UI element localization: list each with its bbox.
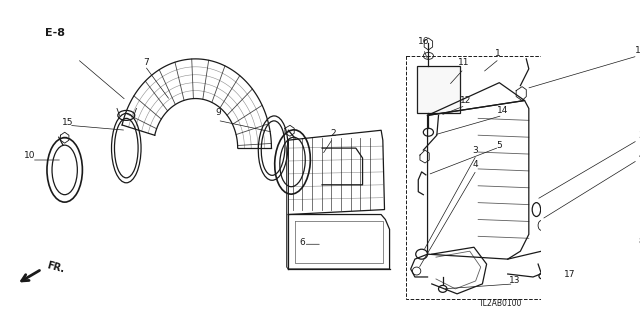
Text: 9: 9 — [216, 108, 221, 117]
Text: 2: 2 — [330, 129, 336, 138]
Bar — [406, 56, 546, 299]
Text: 1: 1 — [495, 49, 500, 59]
Text: 7: 7 — [143, 58, 149, 67]
Text: 4: 4 — [473, 160, 479, 170]
Text: 14: 14 — [497, 106, 508, 115]
Text: 17: 17 — [564, 270, 575, 279]
Text: 6: 6 — [300, 238, 305, 247]
Text: 12: 12 — [460, 96, 471, 105]
Text: 3: 3 — [638, 131, 640, 140]
Text: 4: 4 — [638, 150, 640, 160]
Text: 13: 13 — [509, 276, 520, 285]
Text: TL2AB0100: TL2AB0100 — [479, 299, 523, 308]
Text: FR.: FR. — [45, 260, 65, 274]
Text: E-8: E-8 — [45, 28, 65, 38]
Bar — [417, 66, 460, 113]
Text: 11: 11 — [458, 58, 470, 67]
Text: 3: 3 — [473, 146, 479, 155]
Text: 10: 10 — [24, 150, 36, 160]
Text: 8: 8 — [638, 237, 640, 246]
Text: 14: 14 — [636, 46, 640, 55]
Text: 15: 15 — [61, 118, 73, 127]
Text: 16: 16 — [419, 36, 430, 45]
Text: 5: 5 — [497, 140, 502, 150]
